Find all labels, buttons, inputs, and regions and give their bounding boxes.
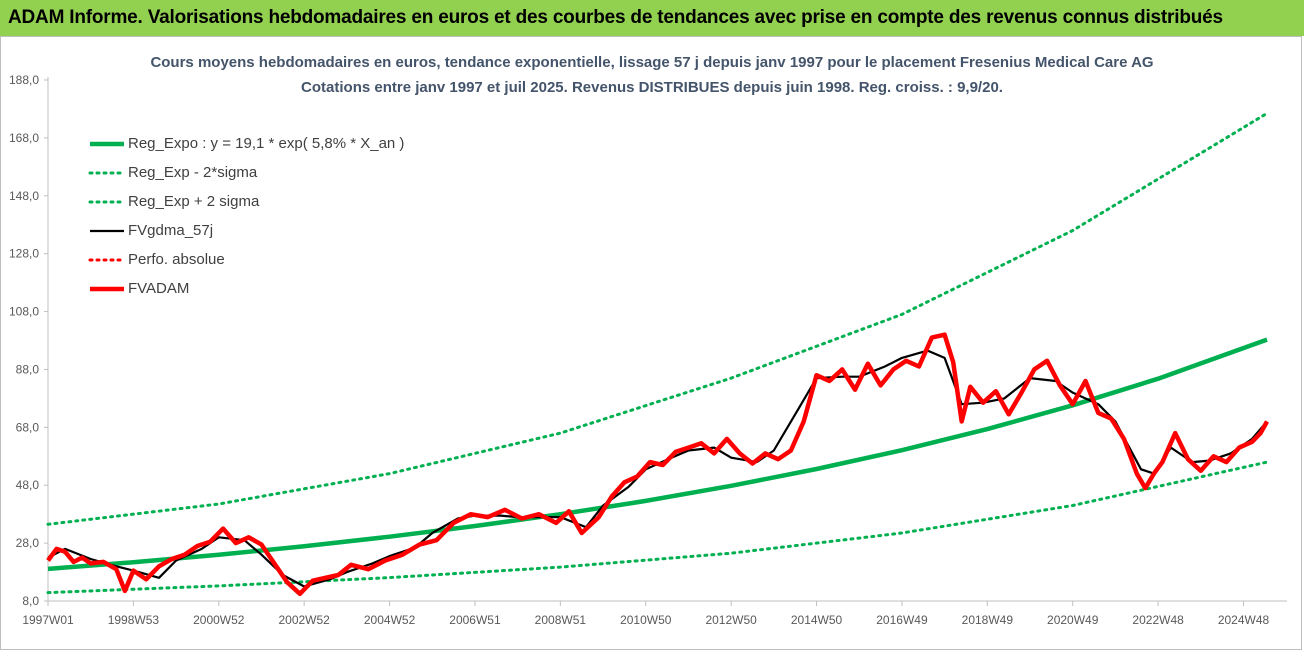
y-tick-label: 68,0 xyxy=(16,420,40,434)
x-tick-label: 2002W52 xyxy=(278,613,330,627)
chart-subtitle: Cotations entre janv 1997 et juil 2025. … xyxy=(301,79,1003,96)
legend-swatch xyxy=(90,286,124,291)
series-line-0 xyxy=(47,337,1268,572)
chart-series xyxy=(46,111,1269,597)
legend-label: Reg_Exp - 2*sigma xyxy=(128,164,258,181)
x-tick-label: 2016W49 xyxy=(876,613,928,627)
x-tick-label: 2000W52 xyxy=(193,613,245,627)
y-tick-label: 28,0 xyxy=(16,536,40,550)
y-tick-label: 8,0 xyxy=(22,594,39,608)
x-tick-label: 1997W01 xyxy=(22,613,74,627)
y-tick-label: 108,0 xyxy=(9,305,39,319)
x-tick-label: 1998W53 xyxy=(108,613,160,627)
x-tick-label: 2008W51 xyxy=(535,613,587,627)
y-tick-label: 48,0 xyxy=(16,478,40,492)
legend-label: Reg_Expo : y = 19,1 * exp( 5,8% * X_an ) xyxy=(128,135,405,152)
y-tick-label: 88,0 xyxy=(16,362,40,376)
legend-item: FVgdma_57j xyxy=(88,216,404,245)
series-line-1 xyxy=(46,460,1269,595)
series-line-2 xyxy=(46,111,1269,526)
y-tick-label: 188,0 xyxy=(9,73,39,87)
chart-axes: 8,0 28,0 48,0 68,0 88,0 108,0 128,0 148,0 168,0 1… xyxy=(9,73,1287,627)
y-tick-label: 148,0 xyxy=(9,189,39,203)
x-tick-label: 2018W49 xyxy=(962,613,1014,627)
x-tick-label: 2010W50 xyxy=(620,613,672,627)
legend-item: Reg_Expo : y = 19,1 * exp( 5,8% * X_an ) xyxy=(88,129,404,158)
x-tick-label: 2024W48 xyxy=(1218,613,1270,627)
y-tick-label: 168,0 xyxy=(9,131,39,145)
y-tick-label: 128,0 xyxy=(9,247,39,261)
legend-swatch xyxy=(90,229,124,232)
x-tick-label: 2006W51 xyxy=(449,613,501,627)
legend-item: Reg_Exp + 2 sigma xyxy=(88,187,404,216)
x-tick-label: 2022W48 xyxy=(1132,613,1184,627)
legend-item: Reg_Exp - 2*sigma xyxy=(88,158,404,187)
x-tick-label: 2020W49 xyxy=(1047,613,1099,627)
chart-title: Cours moyens hebdomadaires en euros, ten… xyxy=(150,54,1154,71)
legend-swatch xyxy=(88,200,126,203)
legend-label: Perfo. absolue xyxy=(128,251,225,268)
legend-swatch xyxy=(88,258,126,261)
legend-label: FVADAM xyxy=(128,280,190,297)
legend-swatch xyxy=(88,171,126,174)
chart-area xyxy=(0,36,1302,650)
x-tick-label: 2004W52 xyxy=(364,613,416,627)
series-line-5 xyxy=(46,332,1269,597)
legend-swatch xyxy=(90,141,124,146)
header-bar: ADAM Informe. Valorisations hebdomadaire… xyxy=(0,0,1304,36)
legend-label: Reg_Exp + 2 sigma xyxy=(128,193,260,210)
legend-item: FVADAM xyxy=(88,274,404,303)
page-title: ADAM Informe. Valorisations hebdomadaire… xyxy=(8,7,1223,28)
legend-item: Perfo. absolue xyxy=(88,245,404,274)
legend-label: FVgdma_57j xyxy=(128,222,214,239)
x-tick-label: 2012W50 xyxy=(705,613,757,627)
chart-legend: Reg_Expo : y = 19,1 * exp( 5,8% * X_an )… xyxy=(88,129,404,303)
x-tick-label: 2014W50 xyxy=(791,613,843,627)
